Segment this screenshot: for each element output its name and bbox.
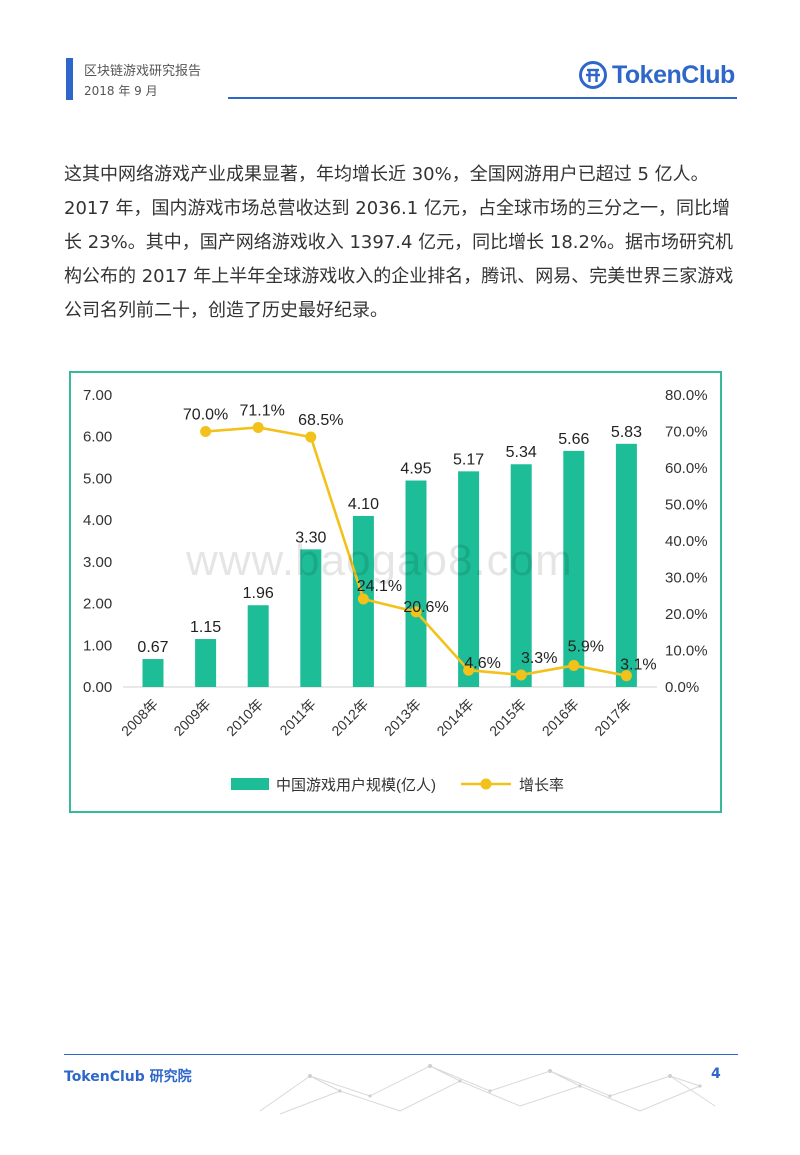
report-title: 区块链游戏研究报告 <box>84 64 202 79</box>
left-axis-tick: 3.00 <box>83 554 112 571</box>
header-divider <box>228 97 737 99</box>
bar-value-label: 1.15 <box>190 619 221 636</box>
x-axis-category-label: 2012年 <box>328 696 371 739</box>
bar-user-scale <box>405 480 427 687</box>
body-paragraph: 这其中网络游戏产业成果显著，年均增长近 30%，全国网游用户已超过 5 亿人。2… <box>64 164 734 321</box>
left-axis-tick: 2.00 <box>83 596 112 613</box>
left-axis-tick: 5.00 <box>83 470 112 487</box>
legend-swatch-bars <box>231 778 269 790</box>
growth-rate-label: 68.5% <box>298 412 343 429</box>
bar-user-scale <box>510 464 532 687</box>
bar-user-scale <box>300 549 322 687</box>
bar-value-label: 5.66 <box>558 431 589 448</box>
x-axis-category-label: 2010年 <box>223 696 266 739</box>
left-axis-tick: 0.00 <box>83 679 112 696</box>
tokenclub-logo: TokenClub <box>578 58 735 92</box>
chart-frame: 0.00 1.00 2.00 3.00 4.00 5.00 6.00 7.00 0.0% 10.0… <box>69 371 722 813</box>
bar-value-label: 4.95 <box>400 461 431 478</box>
x-axis-category-label: 2011年 <box>276 696 319 739</box>
growth-rate-point <box>252 421 264 433</box>
right-axis-tick: 40.0% <box>665 533 708 550</box>
left-axis-tick: 7.00 <box>83 387 112 404</box>
growth-rate-label: 4.6% <box>464 655 500 672</box>
bar-user-scale <box>563 450 585 687</box>
growth-rate-label: 3.1% <box>620 657 656 674</box>
growth-rate-point <box>463 664 475 676</box>
bar-value-label: 5.34 <box>506 444 537 461</box>
footer-divider <box>64 1054 738 1055</box>
footer-brand: TokenClub 研究院 <box>64 1069 192 1085</box>
x-axis-category-label: 2014年 <box>433 696 476 739</box>
logo-text: TokenClub <box>612 60 735 89</box>
watermark-text: www.baogao8.com <box>186 536 573 585</box>
right-axis-tick: 0.0% <box>665 679 699 696</box>
legend-swatch-point <box>480 778 492 790</box>
page-number: 4 <box>711 1066 721 1082</box>
bar-value-label: 3.30 <box>295 529 326 546</box>
x-axis-category-label: 2008年 <box>118 696 161 739</box>
bar-value-label: 1.96 <box>243 585 274 602</box>
right-axis-tick: 20.0% <box>665 606 708 623</box>
footer-network-decoration <box>259 1064 716 1115</box>
legend-label-bars: 中国游戏用户规模(亿人) <box>276 777 436 794</box>
left-axis-tick: 6.00 <box>83 429 112 446</box>
growth-rate-point <box>568 659 580 671</box>
tokenclub-logo-icon <box>579 61 607 89</box>
growth-rate-point <box>305 431 317 443</box>
right-axis-tick: 60.0% <box>665 460 708 477</box>
bar-value-label: 4.10 <box>348 496 379 513</box>
bar-user-scale <box>142 659 164 687</box>
growth-rate-label: 24.1% <box>357 578 402 595</box>
growth-rate-point <box>200 426 212 437</box>
x-axis-category-label: 2016年 <box>539 696 582 739</box>
right-axis-tick: 10.0% <box>665 643 708 660</box>
right-axis-tick: 70.0% <box>665 424 708 441</box>
growth-rate-point <box>620 670 632 682</box>
user-growth-chart: 0.00 1.00 2.00 3.00 4.00 5.00 6.00 7.00 0.0% 10.0… <box>83 387 708 794</box>
right-axis-tick: 50.0% <box>665 497 708 514</box>
growth-rate-label: 71.1% <box>240 402 285 419</box>
growth-rate-point <box>515 669 527 681</box>
legend-label-line: 增长率 <box>519 777 564 794</box>
bar-user-scale <box>195 639 217 687</box>
right-axis-tick: 30.0% <box>665 570 708 587</box>
x-axis-category-label: 2013年 <box>381 696 424 739</box>
bar-user-scale <box>247 605 269 687</box>
bar-user-scale <box>615 443 637 687</box>
x-axis-category-label: 2015年 <box>486 696 529 739</box>
left-axis-tick: 4.00 <box>83 512 112 529</box>
right-axis-tick: 80.0% <box>665 387 708 404</box>
bar-value-label: 5.83 <box>611 424 642 441</box>
growth-rate-point <box>357 593 369 605</box>
bar-user-scale <box>458 471 480 687</box>
x-axis-category-label: 2017年 <box>591 696 634 739</box>
left-axis-tick: 1.00 <box>83 637 112 654</box>
header-accent-bar <box>66 58 73 100</box>
growth-rate-point <box>410 606 422 618</box>
growth-rate-label: 20.6% <box>403 599 448 616</box>
growth-rate-label: 5.9% <box>568 638 604 655</box>
bar-value-label: 5.17 <box>453 451 484 468</box>
growth-rate-label: 70.0% <box>183 407 228 424</box>
report-date: 2018 年 9 月 <box>84 84 158 98</box>
bar-value-label: 0.67 <box>137 639 168 656</box>
x-axis-category-label: 2009年 <box>170 696 213 739</box>
growth-rate-label: 3.3% <box>521 650 557 667</box>
